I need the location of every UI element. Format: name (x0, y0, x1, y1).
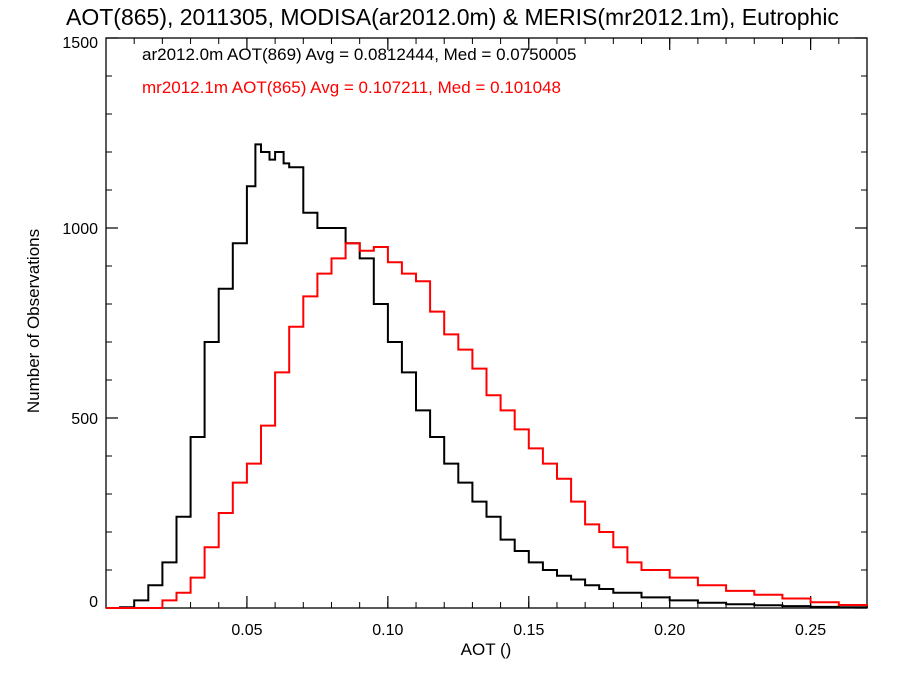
series-line-1 (106, 242, 868, 609)
x-axis-ticks: 0.05 0.10 0.15 0.20 0.25 (133, 38, 840, 639)
legend-entry-mr2012: mr2012.1m AOT(865) Avg = 0.107211, Med =… (142, 78, 561, 97)
y-axis-ticks: 0 500 1000 1500 (62, 35, 867, 611)
x-tick-label-2: 0.15 (513, 622, 544, 639)
x-tick-label-1: 0.10 (372, 622, 403, 639)
x-axis-label: AOT () (461, 640, 512, 659)
y-tick-label-0: 0 (89, 594, 98, 611)
series-layer (106, 143, 868, 609)
chart-title: AOT(865), 2011305, MODISA(ar2012.0m) & M… (66, 4, 839, 30)
y-tick-label-2: 1000 (62, 221, 98, 238)
x-tick-label-4: 0.25 (795, 622, 826, 639)
x-tick-label-3: 0.20 (654, 622, 685, 639)
y-tick-label-1: 500 (71, 411, 98, 428)
y-tick-label-3: 1500 (62, 35, 98, 52)
series-line-0 (106, 143, 868, 609)
y-axis-label: Number of Observations (24, 229, 43, 413)
legend-entry-ar2012: ar2012.0m AOT(869) Avg = 0.0812444, Med … (142, 45, 576, 64)
plot-frame (105, 37, 868, 609)
x-tick-label-0: 0.05 (231, 622, 262, 639)
